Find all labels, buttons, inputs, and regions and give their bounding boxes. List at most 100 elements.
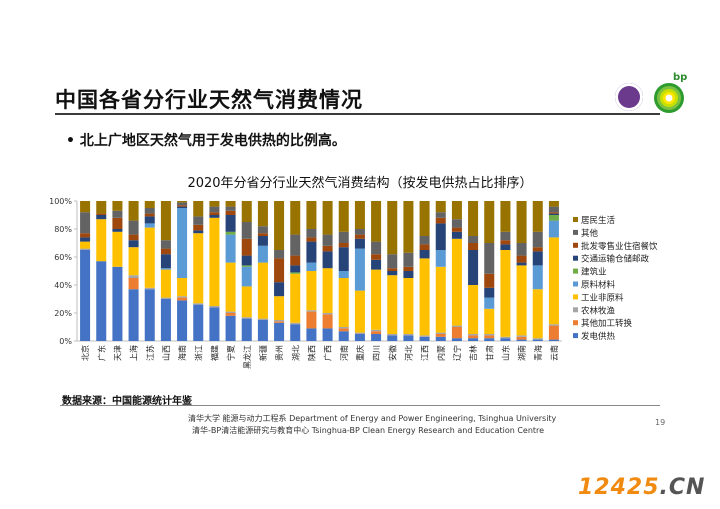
bar-segment (112, 231, 123, 267)
legend-swatch (573, 217, 578, 222)
bar-segment (112, 266, 123, 341)
bar-segment (225, 231, 236, 235)
bar-segment (548, 215, 559, 221)
bar-segment (306, 237, 317, 242)
bar-segment (177, 206, 188, 208)
watermark-main: 12425 (578, 475, 660, 500)
bar-segment (451, 201, 462, 220)
bar-segment (209, 206, 220, 213)
x-tick-label: 宁夏 (226, 345, 236, 361)
x-tick-label: 广西 (323, 345, 333, 361)
bar-segment (290, 273, 301, 323)
bar-segment (160, 254, 171, 269)
bar-segment (241, 286, 252, 318)
bar-segment (468, 334, 479, 336)
bar-segment (435, 217, 446, 224)
bar-segment (371, 331, 382, 334)
legend-swatch (573, 255, 578, 261)
bar-segment (354, 238, 365, 249)
footer-centre: 清华-BP清洁能源研究与教育中心 Tsinghua-BP Clean Energ… (192, 426, 545, 435)
bar-segment (387, 268, 398, 271)
x-tick-label: 福建 (209, 345, 219, 361)
bar-segment (306, 271, 317, 311)
legend-label: 其他 (581, 228, 599, 239)
bar-segment (500, 244, 511, 250)
bar-segment (257, 236, 268, 246)
bar-segment (96, 213, 107, 215)
bar-segment (144, 227, 155, 288)
chart-title: 2020年分省分行业天然气消费结构（按发电供热占比排序） (187, 176, 533, 191)
slide-title: 中国各省分行业天然气消费情况 (55, 88, 363, 112)
x-tick-label: 陕西 (306, 345, 316, 361)
bar-segment (484, 335, 495, 339)
bar-segment (548, 237, 559, 325)
x-tick-label: 海南 (177, 345, 187, 361)
bar-segment (371, 241, 382, 255)
title-divider (55, 113, 660, 115)
y-tick-label: 40% (54, 281, 72, 290)
bar-segment (484, 308, 495, 334)
bar-segment (160, 201, 171, 241)
bar-segment (177, 205, 188, 207)
bar-segment (532, 339, 543, 341)
bar-segment (160, 299, 171, 341)
bar-segment (435, 223, 446, 250)
bar-segment (274, 320, 285, 322)
bar-segment (532, 201, 543, 232)
x-tick-label: 重庆 (355, 345, 365, 361)
bar-segment (387, 335, 398, 341)
bar-segment (274, 321, 285, 323)
bar-segment (96, 261, 107, 341)
bar-segment (435, 212, 446, 218)
bar-segment (306, 262, 317, 271)
legend-swatch (573, 307, 578, 313)
bar-segment (338, 243, 349, 248)
bar-segment (322, 251, 333, 269)
bar-segment (548, 206, 559, 213)
x-tick-label: 湖北 (291, 345, 300, 361)
bar-segment (354, 290, 365, 333)
x-tick-label: 湖南 (517, 345, 527, 361)
bar-segment (322, 245, 333, 252)
bar-segment (128, 289, 139, 341)
bar-segment (371, 201, 382, 242)
legend-swatch (573, 229, 578, 235)
bar-segment (354, 334, 365, 341)
bar-segment (290, 265, 301, 273)
x-tick-label: 山东 (500, 345, 510, 361)
bar-segment (160, 297, 171, 299)
bp-logo-text: bp (673, 72, 688, 83)
y-tick-label: 60% (54, 253, 72, 262)
legend-label: 其他加工转换 (581, 318, 633, 329)
bar-segment (500, 240, 511, 245)
bar-segment (306, 311, 317, 329)
bar-segment (80, 212, 91, 234)
bar-segment (112, 210, 123, 218)
legend-swatch (573, 268, 578, 274)
bar-segment (322, 268, 333, 313)
bar-segment (144, 287, 155, 290)
bar-segment (403, 278, 414, 334)
x-tick-label: 贵州 (274, 345, 284, 361)
bar-segment (306, 229, 317, 238)
bar-segment (193, 216, 204, 225)
bar-segment (274, 201, 285, 250)
legend-label: 居民生活 (581, 215, 616, 226)
bar-segment (225, 311, 236, 313)
tsinghua-seal-logo (615, 83, 643, 111)
bar-segment (193, 304, 204, 341)
bar-segment (241, 265, 252, 267)
bar-segment (516, 262, 527, 266)
bar-segment (209, 201, 220, 207)
legend-swatch (573, 281, 578, 287)
bar-segment (241, 238, 252, 256)
bar-segment (403, 334, 414, 336)
bar-segment (338, 331, 349, 341)
bar-segment (193, 230, 204, 234)
bar-segment (435, 334, 446, 337)
bar-segment (322, 313, 333, 315)
bar-segment (225, 315, 236, 341)
bar-segment (371, 259, 382, 270)
data-source-note: 数据来源：中国能源统计年鉴 (62, 396, 192, 407)
bar-segment (532, 231, 543, 248)
